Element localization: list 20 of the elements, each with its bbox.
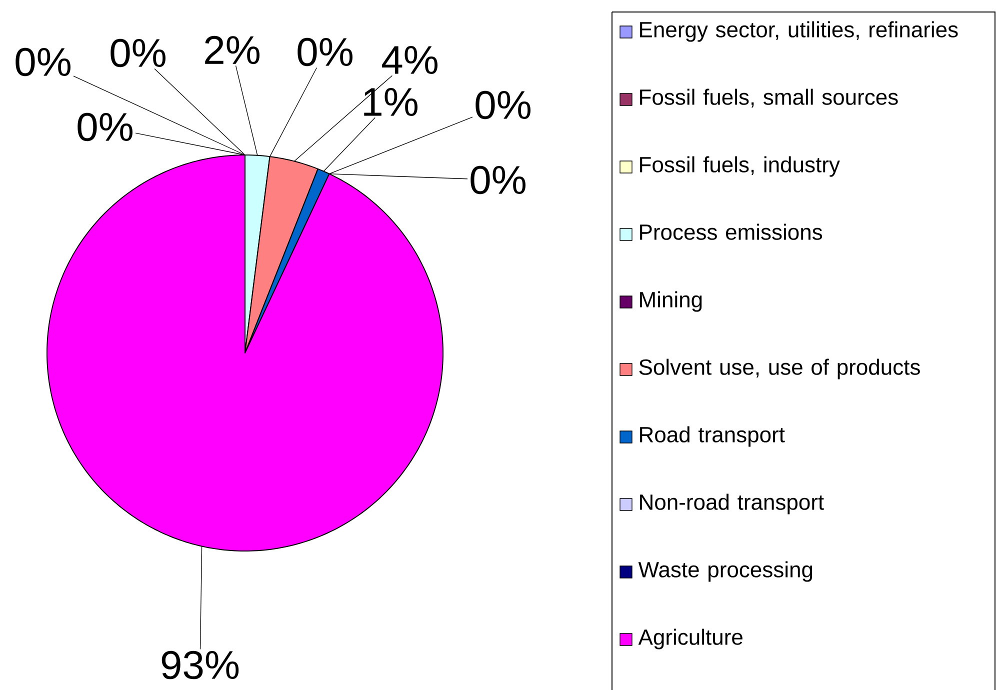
data-label: 1% (364, 88, 418, 116)
text: 0% (470, 166, 526, 194)
text: 0% (110, 38, 166, 68)
data-label: 4% (382, 46, 438, 74)
text: 0% (16, 48, 70, 76)
data-label: 2% (205, 36, 260, 64)
text: 0% (298, 38, 352, 66)
legend-label: Agriculture (638, 628, 742, 650)
legend-label: Mining (640, 291, 702, 312)
data-label: 93% (162, 650, 239, 680)
legend-label: Solvent use, use of products (639, 358, 920, 380)
text: 0% (78, 112, 132, 142)
legend-label: Non-road transport (640, 494, 824, 514)
legend-label: Energy sector, utilities, refinaries (640, 21, 958, 42)
legend-label: Fossil fuels, industry (640, 156, 840, 177)
legend-label: Fossil fuels, small sources (640, 88, 898, 108)
legend-label: Process emissions (640, 224, 822, 240)
legend-label: Road transport (640, 426, 785, 447)
legend-label: Waste processing (638, 561, 812, 582)
text: 0% (476, 90, 530, 120)
